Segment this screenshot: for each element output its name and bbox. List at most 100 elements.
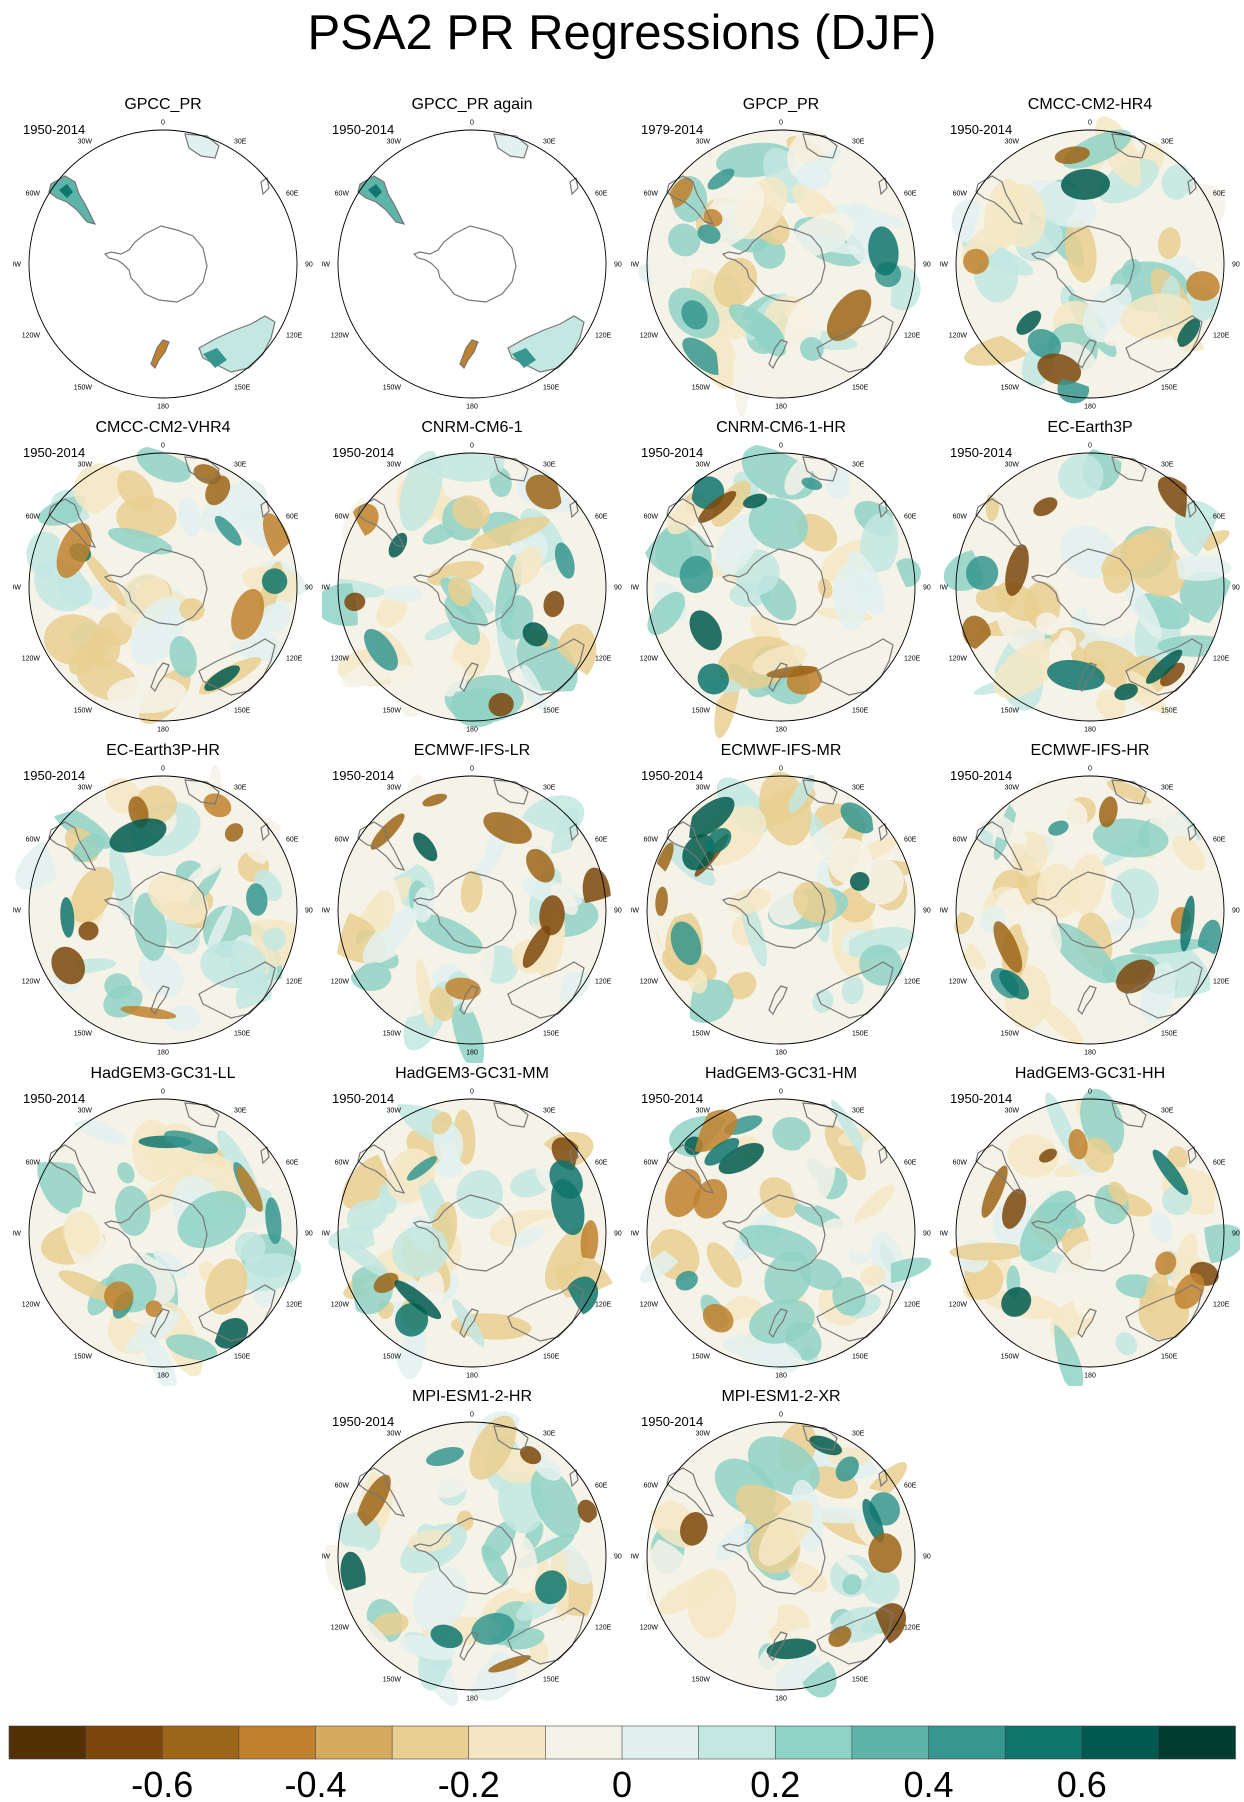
longitude-label: 60E <box>595 514 608 521</box>
longitude-label: 90E <box>923 262 931 269</box>
panel-title: HadGEM3-GC31-HH <box>1014 1065 1166 1082</box>
longitude-label: 30W <box>696 462 711 469</box>
figure-title: PSA2 PR Regressions (DJF) <box>307 6 937 60</box>
colorbar-box <box>161 1725 240 1760</box>
colorbar-box <box>774 1725 853 1760</box>
panel-years: 1950-2014 <box>950 122 1013 137</box>
coastlines <box>357 1102 585 1342</box>
longitude-label: 150W <box>692 385 711 392</box>
longitude-label: 60W <box>953 191 968 198</box>
longitude-label: 30E <box>543 139 556 146</box>
longitude-label: 180 <box>157 727 169 734</box>
longitude-label: 180 <box>466 404 478 411</box>
colorbar-box <box>85 1725 164 1760</box>
longitude-label: 150W <box>692 1031 711 1038</box>
coastlines <box>48 133 276 373</box>
panel-years: 1950-2014 <box>332 445 395 460</box>
longitude-label: 180 <box>1084 1050 1096 1057</box>
longitude-label: 30E <box>1161 1108 1174 1115</box>
map-panel: CNRM-CM6-1 1950-2014 0 30E 60E 90E 120E 150E 180… <box>322 418 622 740</box>
longitude-label: 90W <box>631 908 639 915</box>
longitude-label: 30W <box>1005 139 1020 146</box>
longitude-label: 150W <box>74 1031 93 1038</box>
longitude-label: 90W <box>13 908 21 915</box>
panel-years: 1950-2014 <box>332 1414 395 1429</box>
coastlines <box>357 456 585 696</box>
polar-map: 0 30E 60E 90E 120E 150E 180 150W 120W 90W 60W 30W <box>940 443 1240 734</box>
coastlines <box>975 779 1203 1019</box>
longitude-label: 30E <box>234 785 247 792</box>
longitude-label: 90E <box>923 1231 931 1238</box>
longitude-label: 120W <box>22 333 41 340</box>
longitude-label: 150E <box>1161 708 1178 715</box>
longitude-label: 120E <box>286 333 303 340</box>
map-boundary <box>955 775 1225 1045</box>
longitude-label: 120W <box>22 979 41 986</box>
panel-title: CNRM-CM6-1 <box>421 419 523 436</box>
longitude-label: 150W <box>1001 385 1020 392</box>
longitude-label: 90E <box>305 585 313 592</box>
colorbar-box <box>238 1725 317 1760</box>
longitude-label: 30E <box>852 785 865 792</box>
panel-title: GPCP_PR <box>742 96 820 113</box>
longitude-label: 60E <box>904 1483 917 1490</box>
longitude-label: 0 <box>1088 1089 1092 1096</box>
longitude-label: 30W <box>1005 785 1020 792</box>
longitude-label: 180 <box>466 727 478 734</box>
longitude-label: 0 <box>470 1412 474 1419</box>
longitude-label: 180 <box>775 404 787 411</box>
longitude-label: 180 <box>466 1373 478 1380</box>
map-panel: ECMWF-IFS-MR 1950-2014 0 30E 60E 90E 120E 150E 1… <box>631 741 931 1063</box>
longitude-label: 30E <box>852 1108 865 1115</box>
longitude-label: 90E <box>1232 1231 1240 1238</box>
longitude-label: 120E <box>286 656 303 663</box>
coastlines <box>975 1102 1203 1342</box>
longitude-label: 90W <box>322 585 330 592</box>
coastlines <box>666 133 894 373</box>
longitude-label: 120W <box>331 656 350 663</box>
panel-title: HadGEM3-GC31-HM <box>704 1065 858 1082</box>
longitude-label: 60E <box>904 514 917 521</box>
colorbar-box <box>315 1725 393 1760</box>
longitude-label: 120W <box>331 333 350 340</box>
coastlines <box>357 1425 585 1665</box>
colorbar-box <box>698 1725 777 1760</box>
longitude-label: 90W <box>13 262 21 269</box>
map-boundary <box>337 775 607 1045</box>
longitude-label: 90W <box>940 262 948 269</box>
longitude-label: 90E <box>1232 908 1240 915</box>
longitude-label: 180 <box>157 1050 169 1057</box>
polar-map: 0 30E 60E 90E 120E 150E 180 150W 120W 90W 60W 30W <box>322 443 622 734</box>
longitude-label: 150W <box>383 708 402 715</box>
map-boundary <box>955 452 1225 722</box>
longitude-label: 0 <box>470 1089 474 1096</box>
longitude-label: 90E <box>614 1554 622 1561</box>
panel-years: 1950-2014 <box>23 122 86 137</box>
longitude-label: 120E <box>1213 333 1230 340</box>
longitude-label: 90W <box>631 585 639 592</box>
longitude-label: 90E <box>305 262 313 269</box>
longitude-label: 0 <box>1088 766 1092 773</box>
colorbar-box <box>8 1725 87 1760</box>
panel-years: 1950-2014 <box>332 768 395 783</box>
longitude-label: 120W <box>331 1625 350 1632</box>
map-panel: MPI-ESM1-2-HR 1950-2014 0 30E 60E 90E 120E 150E… <box>322 1387 622 1709</box>
coastlines <box>48 1102 276 1342</box>
panel-title: EC-Earth3P <box>1047 419 1133 436</box>
longitude-label: 120E <box>595 1302 612 1309</box>
longitude-label: 30E <box>852 1431 865 1438</box>
longitude-label: 60W <box>644 1483 659 1490</box>
longitude-label: 120E <box>595 979 612 986</box>
longitude-label: 0 <box>470 120 474 127</box>
longitude-label: 120W <box>640 333 659 340</box>
longitude-label: 180 <box>1084 1373 1096 1380</box>
colorbar-box <box>851 1725 930 1760</box>
longitude-label: 150W <box>1001 1031 1020 1038</box>
longitude-label: 120E <box>904 1625 921 1632</box>
longitude-label: 150E <box>852 1031 869 1038</box>
longitude-label: 0 <box>161 120 165 127</box>
longitude-label: 0 <box>779 1412 783 1419</box>
longitude-label: 120E <box>286 1302 303 1309</box>
